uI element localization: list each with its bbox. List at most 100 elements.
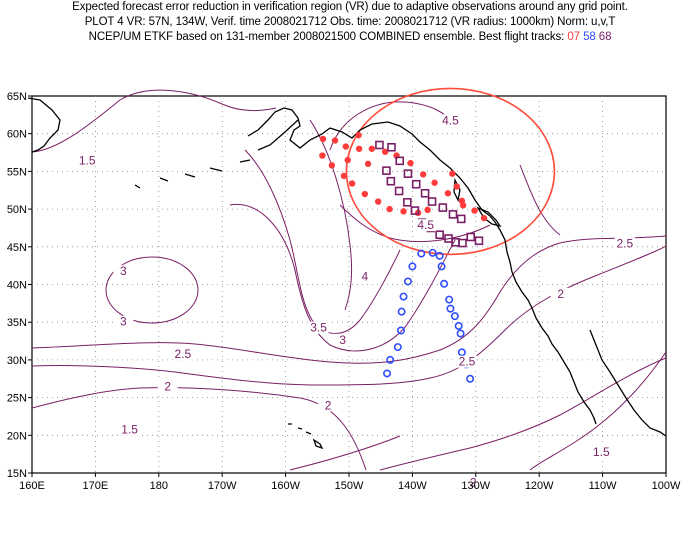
contour-label: 3 xyxy=(120,264,127,278)
x-tick-label: 180 xyxy=(150,480,168,492)
contour-3-west-oval xyxy=(105,256,199,324)
track-07-marker xyxy=(480,214,488,222)
coast-pacific-northwest xyxy=(489,215,533,309)
track-58-marker xyxy=(396,326,405,335)
contour-4-5-north xyxy=(329,101,456,151)
track-68-marker xyxy=(451,237,460,247)
contour-label-bg xyxy=(354,270,375,283)
track-68-marker xyxy=(427,197,437,206)
y-tick-label: 45N xyxy=(7,242,27,254)
x-tick-label: 170W xyxy=(208,480,237,492)
x-tick-label: 100W xyxy=(652,480,681,492)
track-58-marker xyxy=(428,248,437,257)
track-07-marker xyxy=(368,145,376,152)
contour-lines xyxy=(31,89,667,471)
contour-label: 4 xyxy=(362,269,369,283)
track-58-marker xyxy=(454,321,463,330)
contour-label: 3 xyxy=(339,333,346,347)
legend-track-58: 58 xyxy=(583,31,596,43)
contour-4-5-south xyxy=(339,204,491,243)
verification-region-circle xyxy=(345,87,556,256)
coast-mexico xyxy=(589,329,667,437)
legend-track-07: 07 xyxy=(567,31,580,43)
contour-label-bg xyxy=(157,380,178,393)
track-68-marker xyxy=(403,198,412,207)
track-07-marker xyxy=(319,135,327,143)
track-68-marker xyxy=(435,230,444,240)
track-68-marker xyxy=(386,176,396,186)
contour-label-bg xyxy=(119,423,140,436)
track-68-marker xyxy=(411,179,421,189)
track-07-marker xyxy=(431,179,438,186)
title-line-3: NCEP/UM ETKF based on 131-member 2008021… xyxy=(0,30,700,45)
track-07-marker xyxy=(374,198,382,205)
track-68-marker xyxy=(448,210,458,219)
track-58-marker xyxy=(440,279,449,288)
track-68-marker xyxy=(456,214,466,224)
track-07-marker xyxy=(355,132,362,139)
x-tick-label: 170E xyxy=(83,480,109,492)
coast-california xyxy=(531,307,571,373)
y-tick-label: 65N xyxy=(7,91,27,103)
x-tick-label: 120W xyxy=(525,480,554,492)
track-07-marker xyxy=(400,208,407,215)
track-58-marker xyxy=(445,295,454,304)
contour-label-bg xyxy=(77,154,98,167)
track-58-marker xyxy=(456,329,465,338)
track-68-marker xyxy=(458,238,467,248)
track-58-marker xyxy=(417,249,426,258)
contour-label-bg xyxy=(332,333,353,346)
track-58-marker xyxy=(457,348,466,357)
contour-1-5-east xyxy=(529,351,667,471)
contour-label: 2.5 xyxy=(616,236,633,250)
contour-label-bg xyxy=(550,287,571,300)
track-68-marker xyxy=(410,206,420,215)
contour-label-bg xyxy=(113,315,134,328)
title-line-3-prefix: NCEP/UM ETKF based on 131-member 2008021… xyxy=(88,31,565,43)
track-07-marker xyxy=(342,143,350,150)
coast-aleutians xyxy=(134,119,299,189)
flight-tracks xyxy=(319,132,488,383)
contour-label: 3.5 xyxy=(310,321,327,335)
track-07-marker xyxy=(471,207,478,214)
track-07-marker xyxy=(364,160,372,168)
contour-low-sweep xyxy=(289,435,401,471)
title-line-2: PLOT 4 VR: 57N, 134W, Verif. time 200802… xyxy=(84,16,616,28)
verification-region xyxy=(345,87,556,256)
contour-label: 1.5 xyxy=(593,445,610,459)
track-58-marker xyxy=(437,262,446,271)
y-tick-label: 60N xyxy=(7,129,27,141)
contour-label-bg xyxy=(440,114,461,127)
contour-label: 2 xyxy=(557,287,564,301)
track-68-marker xyxy=(420,188,430,198)
contour-labels: 1.5 4.5 4.5 3 3 4 3.5 3 2.5 2.5 2.5 2 2 2 2 1.5 1.5 xyxy=(77,113,635,489)
track-58-marker xyxy=(435,251,444,260)
coast-haida-gwaii xyxy=(453,177,461,202)
coast-hawaii xyxy=(288,423,324,450)
contour-label-bg xyxy=(308,321,329,334)
track-07-marker xyxy=(355,145,363,152)
coast-baja xyxy=(569,371,597,425)
contour-label: 2 xyxy=(325,398,332,412)
track-07-marker xyxy=(328,162,336,169)
contour-2-bottom xyxy=(379,357,667,471)
track-07-marker xyxy=(340,172,348,180)
track-58-marker xyxy=(399,292,408,301)
contour-label: 2 xyxy=(470,475,477,489)
track-07-marker xyxy=(381,148,389,155)
x-tick-label: 130W xyxy=(461,480,490,492)
track-07-marker xyxy=(459,202,467,209)
track-58-marker xyxy=(383,369,392,378)
track-68-marker xyxy=(395,156,405,166)
track-68-marker xyxy=(375,140,384,150)
x-tick-label: 160W xyxy=(271,480,300,492)
track-07-marker xyxy=(344,156,351,164)
track-07-marker xyxy=(424,206,431,214)
track-07-marker xyxy=(407,159,414,167)
track-68-marker xyxy=(466,232,476,242)
track-07-marker xyxy=(331,137,339,144)
track-07-marker xyxy=(361,190,369,198)
track-58-marker xyxy=(403,277,412,286)
y-tick-label: 35N xyxy=(7,317,27,329)
contour-label-bg xyxy=(591,446,612,459)
